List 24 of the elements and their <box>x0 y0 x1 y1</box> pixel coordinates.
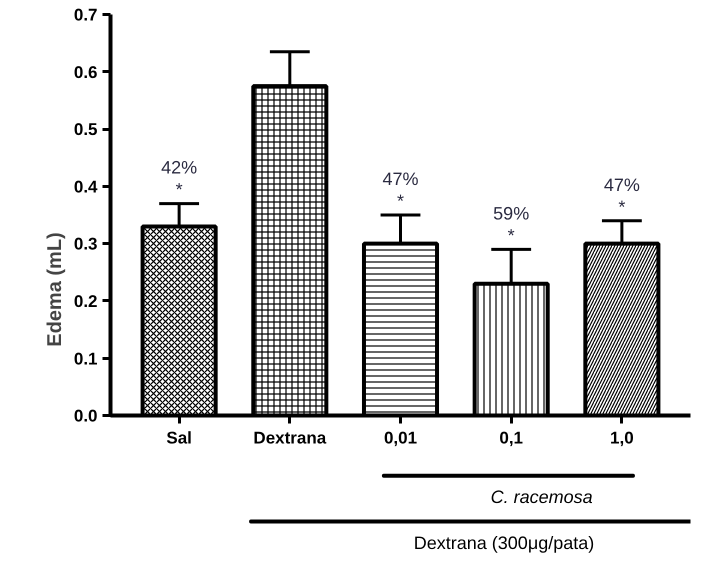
y-tick-label: 0.5 <box>74 120 98 140</box>
x-tick-label: Sal <box>166 428 192 448</box>
annotation: 59% <box>493 203 530 224</box>
y-tick-label: 0.1 <box>74 349 98 368</box>
annotation: 47% <box>382 169 419 190</box>
y-tick-label: 0.7 <box>74 6 98 24</box>
x-tick-label: 0,1 <box>499 428 524 448</box>
y-axis-title: Edema (mL) <box>44 232 66 347</box>
annotation: * <box>176 180 183 200</box>
text: C. racemosa <box>490 487 593 508</box>
x-tick-label: 0,01 <box>384 428 418 448</box>
y-tick-label: 0.3 <box>74 234 98 254</box>
annotation: * <box>397 191 404 212</box>
x-tick-label: Dextrana <box>253 428 327 448</box>
text: Dextrana (300μg/pata) <box>414 532 594 553</box>
annotation: 42% <box>161 158 198 178</box>
y-tick-label: 0.0 <box>74 406 98 426</box>
annotation: 47% <box>604 174 640 195</box>
x-tick-label: 1,0 <box>610 428 634 448</box>
annotation: * <box>508 225 515 246</box>
annotation: * <box>618 196 626 217</box>
y-tick-label: 0.6 <box>74 62 98 82</box>
y-tick-label: 0.2 <box>74 292 98 311</box>
y-tick-label: 0.4 <box>74 177 98 196</box>
